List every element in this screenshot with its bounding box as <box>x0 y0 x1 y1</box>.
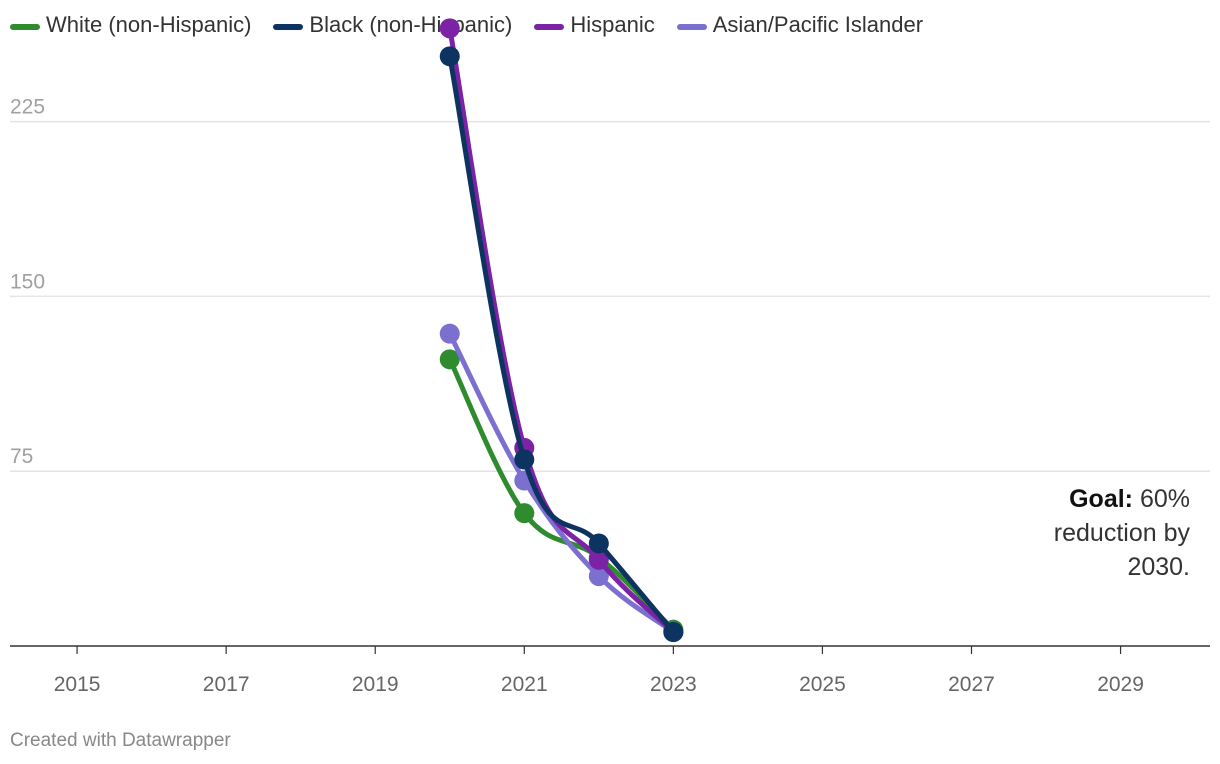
series-asian-pacific-islander <box>439 323 684 643</box>
goal-annotation: Goal: 60% reduction by 2030. <box>970 482 1190 584</box>
chart-legend: White (non-Hispanic) Black (non-Hispanic)… <box>10 12 923 38</box>
data-point-black-non-hispanic-2020[interactable] <box>439 46 460 67</box>
series-black-non-hispanic <box>439 46 684 643</box>
x-tick-label-2027: 2027 <box>948 673 995 696</box>
legend-item-black-non-hispanic[interactable]: Black (non-Hispanic) <box>273 12 512 38</box>
legend-label-black-non-hispanic: Black (non-Hispanic) <box>309 12 513 37</box>
x-tick-label-2025: 2025 <box>799 673 846 696</box>
x-tick-label-2021: 2021 <box>501 673 548 696</box>
goal-text-line3: 2030. <box>1127 553 1190 581</box>
data-point-white-non-hispanic-2021[interactable] <box>514 503 535 524</box>
goal-label: Goal: <box>1069 485 1134 513</box>
data-point-black-non-hispanic-2022[interactable] <box>588 533 609 554</box>
legend-label-white-non-hispanic: White (non-Hispanic) <box>46 12 252 37</box>
x-tick-label-2017: 2017 <box>203 673 250 696</box>
y-tick-label-75: 75 <box>10 445 33 468</box>
data-point-black-non-hispanic-2023[interactable] <box>663 622 684 643</box>
x-tick-label-2029: 2029 <box>1097 673 1144 696</box>
legend-swatch-asian-pacific-islander <box>676 24 707 30</box>
data-point-asian-pacific-islander-2020[interactable] <box>439 323 460 344</box>
legend-item-hispanic[interactable]: Hispanic <box>534 12 655 38</box>
series-line-black-non-hispanic <box>447 53 676 635</box>
data-point-white-non-hispanic-2020[interactable] <box>439 349 460 370</box>
y-tick-label-150: 150 <box>10 270 45 293</box>
legend-label-hispanic: Hispanic <box>570 12 655 37</box>
legend-swatch-white-non-hispanic <box>10 24 40 30</box>
y-tick-label-225: 225 <box>10 96 45 119</box>
series-hispanic <box>439 18 684 643</box>
data-point-asian-pacific-islander-2022[interactable] <box>588 566 609 587</box>
x-tick-label-2023: 2023 <box>650 673 697 696</box>
x-tick-label-2015: 2015 <box>54 673 101 696</box>
series-line-hispanic <box>447 25 676 635</box>
legend-swatch-black-non-hispanic <box>273 24 304 30</box>
datawrapper-credit: Created with Datawrapper <box>10 730 231 751</box>
series-line-asian-pacific-islander <box>447 331 676 635</box>
data-point-hispanic-2020[interactable] <box>439 18 460 39</box>
data-point-black-non-hispanic-2021[interactable] <box>514 449 535 470</box>
x-tick-label-2019: 2019 <box>352 673 399 696</box>
goal-text-line2: reduction by <box>1053 519 1190 547</box>
legend-item-asian-pacific-islander[interactable]: Asian/Pacific Islander <box>676 12 924 38</box>
data-point-hispanic-2022[interactable] <box>588 549 609 570</box>
legend-label-asian-pacific-islander: Asian/Pacific Islander <box>712 12 924 37</box>
legend-item-white-non-hispanic[interactable]: White (non-Hispanic) <box>10 12 251 38</box>
goal-percent: 60% <box>1133 485 1190 513</box>
legend-swatch-hispanic <box>534 24 565 30</box>
